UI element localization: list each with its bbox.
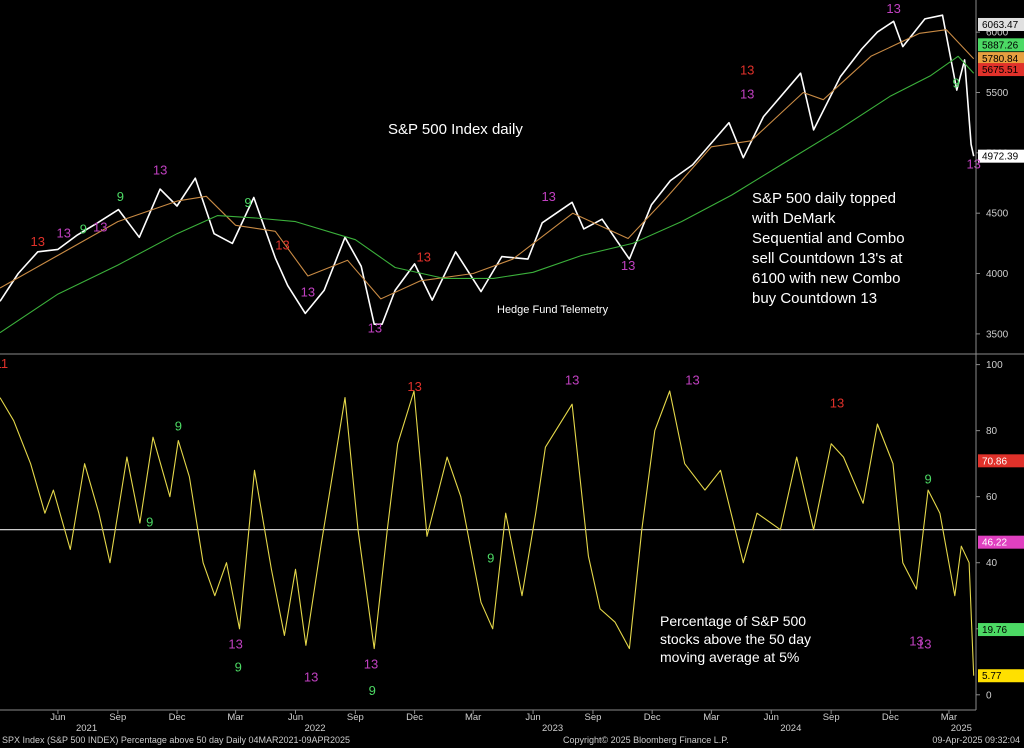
demark-marker: 9 — [369, 683, 376, 698]
demark-marker: 9 — [487, 551, 494, 566]
demark-marker: 13 — [565, 372, 579, 387]
x-tick-year-label: 2023 — [542, 723, 563, 734]
x-tick-month-label: Sep — [584, 712, 601, 723]
bottom-annotation: Percentage of S&P 500 stocks above the 5… — [660, 613, 811, 665]
demark-marker: 9 — [146, 514, 153, 529]
value-tag-label: 46.22 — [982, 538, 1007, 549]
demark-marker: 13 — [685, 372, 699, 387]
demark-marker: 9 — [175, 419, 182, 434]
value-tag-label: 19.76 — [982, 625, 1007, 636]
y-tick-label: 4500 — [986, 209, 1009, 220]
y-tick-label: 100 — [986, 360, 1003, 371]
top-panel: 3500400045005000550060006063.475887.2657… — [0, 1, 1024, 340]
x-tick-month-label: Jun — [764, 712, 779, 723]
x-tick-month-label: Mar — [941, 712, 957, 723]
demark-marker: 13 — [740, 87, 754, 102]
value-tag — [978, 669, 1024, 683]
bottom-panel: 02040608010070.8646.2219.765.77119913913… — [0, 356, 1024, 701]
bottom-series-0 — [0, 390, 975, 676]
value-tag-label: 70.86 — [982, 456, 1007, 467]
value-tag — [978, 623, 1024, 637]
demark-marker: 11 — [0, 356, 8, 371]
x-tick-month-label: Mar — [465, 712, 481, 723]
x-tick-month-label: Jun — [525, 712, 540, 723]
demark-marker: 13 — [886, 1, 900, 16]
demark-marker: 13 — [830, 396, 844, 411]
y-tick-label: 6000 — [986, 28, 1009, 39]
demark-marker: 13 — [740, 62, 754, 77]
demark-marker: 13 — [541, 189, 555, 204]
demark-marker: 13 — [917, 637, 931, 652]
x-tick-month-label: Jun — [50, 712, 65, 723]
credit-text: Hedge Fund Telemetry — [497, 304, 609, 316]
x-tick-month-label: Dec — [406, 712, 423, 723]
demark-marker: 13 — [153, 163, 167, 178]
demark-marker: 13 — [407, 379, 421, 394]
y-tick-label: 0 — [986, 690, 992, 701]
value-tag-label: 6063.47 — [982, 20, 1019, 31]
demark-marker: 9 — [80, 222, 87, 237]
demark-marker: 13 — [301, 284, 315, 299]
demark-marker: 13 — [275, 237, 289, 252]
demark-marker: 9 — [117, 189, 124, 204]
footer-copyright: Copyright© 2025 Bloomberg Finance L.P. — [563, 735, 729, 745]
footer-bar: SPX Index (S&P 500 INDEX) Percentage abo… — [0, 734, 1024, 748]
x-tick-month-label: Dec — [882, 712, 899, 723]
y-tick-label: 60 — [986, 492, 998, 503]
demark-marker: 13 — [621, 258, 635, 273]
x-tick-month-label: Mar — [227, 712, 243, 723]
top-chart-title: S&P 500 Index daily — [388, 121, 523, 138]
value-tag-label: 5675.51 — [982, 65, 1019, 76]
x-axis: Jun Sep Dec Mar Jun Sep Dec Mar Jun Sep Dec Mar Jun S… — [50, 710, 972, 734]
x-tick-month-label: Jun — [288, 712, 303, 723]
x-tick-month-label: Sep — [823, 712, 840, 723]
demark-marker: 13 — [304, 670, 318, 685]
x-tick-year-label: 2024 — [780, 723, 801, 734]
footer-timestamp: 09-Apr-2025 09:32:04 — [932, 735, 1020, 745]
top-annotation: S&P 500 daily topped with DeMark Sequent… — [752, 190, 905, 307]
value-tag — [978, 454, 1024, 468]
demark-marker: 9 — [953, 76, 960, 91]
value-tag — [978, 535, 1024, 549]
top-series-1 — [0, 29, 975, 300]
top-series-0 — [0, 14, 975, 326]
demark-marker: 13 — [966, 157, 980, 172]
demark-marker: 9 — [235, 660, 242, 675]
value-tag-label: 5.77 — [982, 671, 1002, 682]
y-tick-label: 80 — [986, 426, 998, 437]
value-tag — [978, 17, 1024, 31]
top-series-2 — [0, 55, 975, 334]
demark-marker: 13 — [93, 219, 107, 234]
footer-security: SPX Index (S&P 500 INDEX) Percentage abo… — [2, 735, 351, 745]
value-tag — [978, 38, 1024, 52]
demark-marker: 9 — [925, 471, 932, 486]
demark-marker: 13 — [368, 321, 382, 336]
x-tick-year-label: 2022 — [304, 723, 325, 734]
demark-marker: 13 — [228, 637, 242, 652]
x-tick-month-label: Mar — [703, 712, 719, 723]
value-tag — [978, 63, 1024, 77]
demark-marker: 13 — [364, 656, 378, 671]
x-tick-month-label: Sep — [347, 712, 364, 723]
x-tick-month-label: Dec — [644, 712, 661, 723]
y-tick-label: 40 — [986, 558, 998, 569]
x-tick-month-label: Sep — [109, 712, 126, 723]
x-tick-month-label: Dec — [169, 712, 186, 723]
value-tag — [978, 52, 1024, 66]
demark-marker: 13 — [57, 225, 71, 240]
x-tick-year-label: 2025 — [951, 723, 972, 734]
demark-marker: 13 — [31, 234, 45, 249]
y-tick-label: 5500 — [986, 88, 1009, 99]
value-tag — [978, 149, 1024, 163]
demark-marker: 13 — [909, 633, 923, 648]
demark-marker: 9 — [244, 195, 251, 210]
demark-marker: 13 — [416, 249, 430, 264]
y-tick-label: 3500 — [986, 329, 1009, 340]
x-tick-year-label: 2021 — [76, 723, 97, 734]
y-tick-label: 4000 — [986, 269, 1009, 280]
value-tag-label: 5887.26 — [982, 40, 1019, 51]
value-tag-label: 5780.84 — [982, 54, 1019, 65]
value-tag-label: 4972.39 — [982, 152, 1019, 163]
